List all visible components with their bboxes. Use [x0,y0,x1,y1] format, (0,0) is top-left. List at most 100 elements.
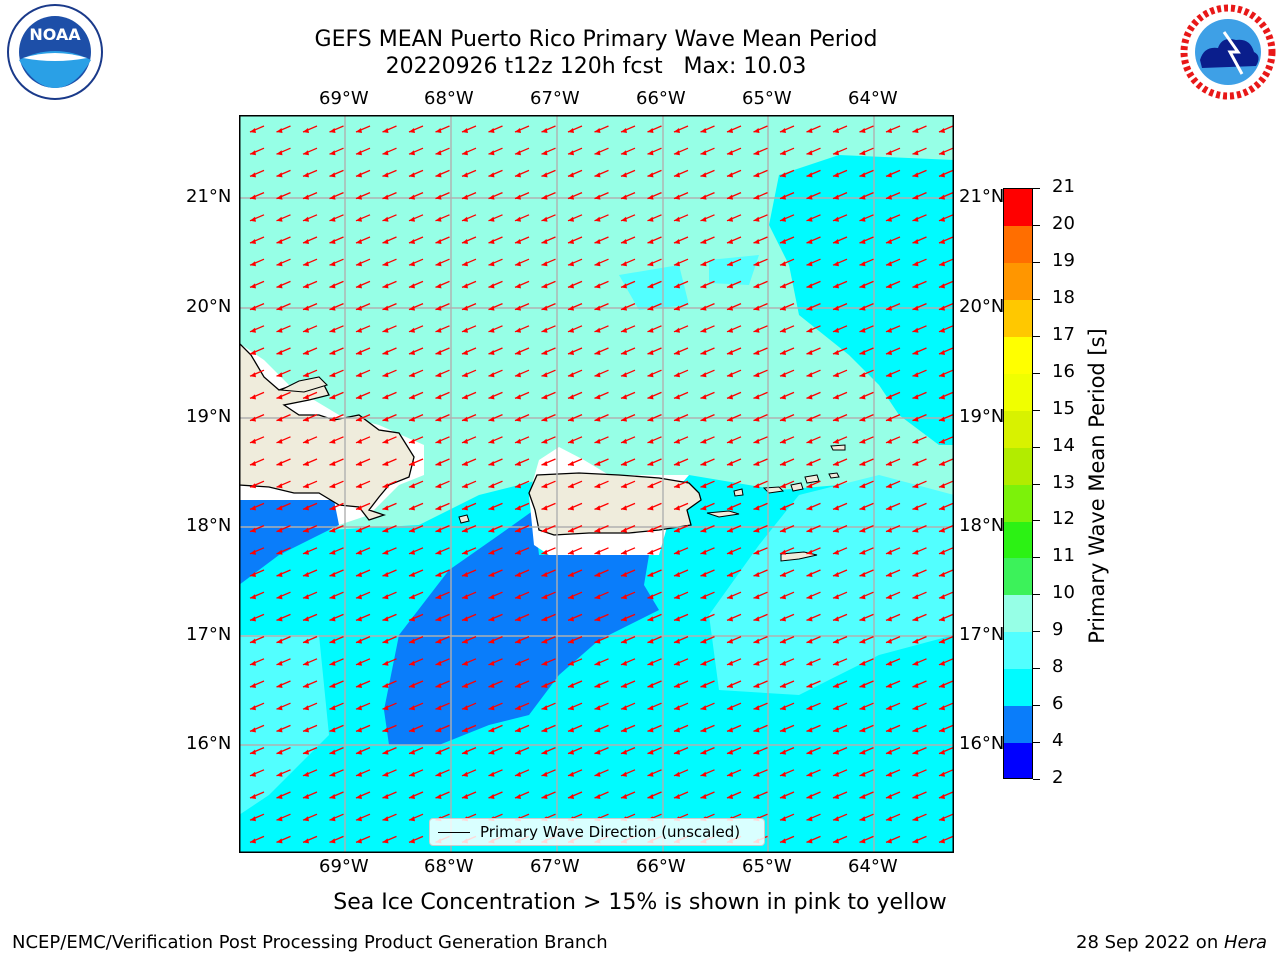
wave-arrow-head [568,194,574,200]
wave-arrow-head [382,128,389,133]
colorbar-segment [1004,484,1032,522]
wave-arrow-head [541,794,548,799]
wave-arrow-head [939,572,945,577]
wave-arrow-head [568,416,574,422]
wave-arrow-head [382,461,389,466]
wave-arrow-head [674,549,680,555]
wave-arrow-head [541,438,548,444]
wave-arrow-head [859,572,866,577]
wave-arrow-head [727,305,733,311]
wave-arrow-head [356,372,362,378]
wave-arrow-head [409,660,415,666]
wave-arrow-head [886,283,892,289]
wave-arrow-head [674,305,680,311]
lon-label-bottom: 69°W [319,856,369,877]
wave-arrow-head [435,216,442,222]
wave-arrow-head [621,771,627,777]
wave-arrow-head [435,327,442,333]
wave-arrow-head [515,283,521,289]
wave-arrow-head [541,216,548,222]
wave-arrow-head [780,638,786,644]
wave-arrow-head [382,394,389,400]
wave-arrow-head [409,438,415,444]
wave-arrow-head [886,505,892,511]
wave-arrow-head [382,705,389,711]
wave-arrow-head [594,660,601,666]
wave-arrow-head [806,327,813,333]
wave-arrow-head [568,638,574,644]
colorbar-segment [1004,299,1032,337]
colorbar-segment [1004,743,1032,778]
wave-arrow-head [700,416,707,422]
wave-arrow-head [409,572,415,577]
wave-arrow-head [939,172,945,178]
wave-arrow-head [435,771,442,777]
wave-arrow-head [488,749,495,755]
wave-arrow-head [488,505,495,511]
wave-arrow-head [462,505,468,511]
wave-arrow-head [594,305,601,311]
wave-arrow-head [833,416,839,422]
wave-arrow-head [568,683,574,688]
wave-arrow-head [939,416,945,422]
wave-arrow-head [488,727,495,733]
wave-arrow-head [409,794,415,799]
land-vieques [706,510,740,518]
wave-arrow-head [780,350,786,355]
colorbar-tick [1033,520,1040,522]
wave-arrow-head [833,305,839,311]
wave-arrow-head [886,194,892,200]
ocean-period-6-8-a [239,500,349,585]
wave-arrow-head [859,194,866,200]
wave-arrow-head [700,549,707,555]
wave-arrow-head [647,549,654,555]
wave-arrow-head [806,794,813,799]
wave-arrow-head [727,594,733,600]
wave-arrow-head [356,749,362,755]
wave-arrow-head [753,594,760,600]
wave-arrow-head [462,128,468,133]
colorbar-tick-label: 20 [1052,212,1075,234]
wave-arrow-head [303,749,309,755]
wave-arrow-head [833,194,839,200]
wave-arrow-head [912,549,919,555]
wave-arrow-head [382,572,389,577]
wave-arrow-head [329,616,336,622]
wave-arrow-head [250,683,256,688]
wave-arrow-head [806,239,813,244]
wave-arrow-head [435,794,442,799]
wave-arrow-head [329,216,336,222]
wave-arrow-head [303,372,309,378]
wave-arrow-head [939,660,945,666]
wave-arrow-head [515,638,521,644]
wave-arrow-head [700,128,707,133]
wave-arrow-head [939,838,945,844]
ocean-period-9-10-a [619,265,689,310]
wave-arrow-head [568,527,574,533]
wave-arrow-head [435,461,442,466]
wave-arrow-head [886,616,892,622]
wave-arrow-head [939,128,945,133]
wave-arrow-head [276,794,283,799]
wave-arrow-head [303,660,309,666]
wave-arrow-head [594,172,601,178]
wave-arrow-head [859,394,866,400]
ocean-period-10-11 [239,115,954,535]
wave-arrow-head [382,416,389,422]
wave-arrow-head [488,283,495,289]
wave-arrow-head [833,572,839,577]
wave-arrow-head [488,194,495,200]
wave-arrow-head [303,594,309,600]
wave-arrow-head [515,505,521,511]
wave-arrow-head [462,616,468,622]
wave-arrow-head [727,527,733,533]
wave-arrow-head [727,327,733,333]
wave-arrow-head [753,416,760,422]
wave-arrow-head [621,216,627,222]
wave-arrow-head [780,505,786,511]
colorbar-tick-label: 8 [1052,656,1064,678]
wave-arrow-head [488,350,495,355]
wave-arrow-head [912,771,919,777]
wave-arrow-head [409,150,415,156]
wave-arrow-head [356,527,362,533]
